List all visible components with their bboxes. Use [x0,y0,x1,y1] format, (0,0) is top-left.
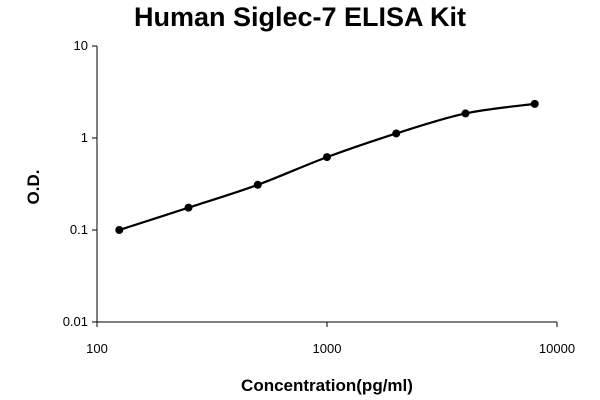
data-points [115,99,539,234]
y-tick-label: 10 [74,38,88,53]
data-point [253,180,262,189]
axes [92,45,558,327]
y-axis-label: O.D. [24,170,43,205]
y-tick-label: 1 [81,130,88,145]
x-tick-label: 100 [86,341,108,356]
chart-title: Human Siglec-7 ELISA Kit [133,2,467,32]
fitted-curve [118,102,535,232]
data-point [461,109,470,118]
y-tick-label: 0.01 [63,314,88,329]
data-point [530,99,539,108]
x-tick-label: 1000 [313,341,342,356]
y-tick-label: 0.1 [70,222,88,237]
tick-labels: 0.01 0.1 1 10 100 1000 10000 [63,38,575,356]
data-point [392,129,401,138]
x-tick-label: 10000 [539,341,575,356]
data-point [184,203,193,212]
data-point [323,153,331,162]
data-point [115,226,124,234]
x-axis-label: Concentration(pg/ml) [241,376,413,395]
